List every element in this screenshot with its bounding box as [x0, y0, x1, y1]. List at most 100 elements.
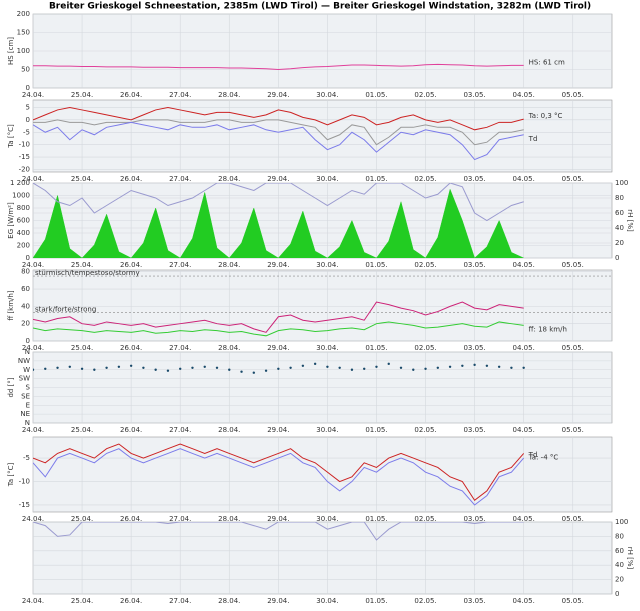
series-dot: [510, 366, 513, 369]
series-dot: [313, 362, 317, 366]
x-tick-label: 02.05.: [414, 344, 436, 352]
x-tick-label: 03.05.: [463, 261, 485, 269]
series-dot: [215, 366, 219, 369]
y2-tick-label: 20: [615, 239, 624, 247]
series-group: [33, 443, 525, 506]
series-dot: [424, 367, 427, 370]
x-tick-label: 26.04.: [120, 91, 142, 99]
series-area: [33, 188, 524, 258]
y-axis-label: Ta [°C]: [7, 124, 15, 149]
x-tick-label: 25.04.: [71, 426, 93, 434]
series-line: [33, 121, 524, 161]
x-tick-label: 27.04.: [169, 344, 191, 352]
y-tick-label: 0: [26, 116, 30, 124]
x-tick-label: 03.05.: [463, 515, 485, 523]
series-label: Td: [528, 451, 538, 459]
threshold-label: stark/forte/strong: [35, 305, 96, 313]
y2-axis-label: rH [%]: [626, 547, 634, 570]
x-tick-label: 29.04.: [267, 597, 289, 605]
series-dot: [473, 363, 476, 367]
y-axis-label: dd [°]: [7, 377, 15, 397]
series-line: [33, 63, 524, 71]
series-dot: [264, 369, 268, 372]
x-tick-label: 01.05.: [365, 91, 387, 99]
series-line: [33, 321, 524, 337]
series-dot: [80, 367, 84, 370]
plot-area: [32, 269, 613, 342]
y-tick-label: 40: [21, 302, 30, 310]
series-dot: [412, 368, 415, 371]
x-tick-label: 30.04.: [316, 597, 338, 605]
x-tick-label: 26.04.: [120, 597, 142, 605]
series-dot: [326, 365, 329, 368]
x-tick-label: 01.05.: [365, 261, 387, 269]
x-tick-label: 01.05.: [365, 344, 387, 352]
y-tick-label: 60: [21, 285, 30, 293]
x-tick-label: 26.04.: [120, 261, 142, 269]
x-tick-label: 30.04.: [316, 426, 338, 434]
x-tick-label: 02.05.: [414, 175, 436, 183]
x-tick-label: 29.04.: [267, 91, 289, 99]
x-tick-label: 30.04.: [316, 515, 338, 523]
series-dot: [301, 364, 305, 368]
x-tick-label: 28.04.: [218, 515, 240, 523]
x-tick-label: 25.04.: [71, 597, 93, 605]
x-tick-label: 03.05.: [463, 91, 485, 99]
y-tick-label: 600: [17, 217, 30, 225]
x-tick-label: 01.05.: [365, 515, 387, 523]
series-dot: [399, 366, 403, 369]
x-tick-label: 27.04.: [169, 261, 191, 269]
y-tick-label: -10: [19, 141, 30, 149]
series-dot: [289, 366, 292, 369]
x-tick-label: 01.05.: [365, 597, 387, 605]
series-line: [33, 443, 525, 502]
series-dot: [117, 365, 121, 368]
x-tick-label: 25.04.: [71, 344, 93, 352]
y2-tick-label: 0: [615, 254, 619, 262]
series-dot: [191, 366, 194, 369]
x-tick-label: 02.05.: [414, 261, 436, 269]
series-dot: [461, 364, 464, 368]
x-tick-label: 26.04.: [120, 344, 142, 352]
x-tick-label: 26.04.: [120, 175, 142, 183]
y2-tick-label: 60: [615, 209, 624, 217]
series-label: HS: 61 cm: [529, 58, 565, 66]
x-tick-label: 25.04.: [71, 175, 93, 183]
x-tick-label: 27.04.: [169, 515, 191, 523]
y-tick-label: 0: [26, 254, 30, 262]
series-dot: [448, 365, 452, 368]
y2-tick-label: 40: [615, 224, 624, 232]
series-dot: [375, 365, 378, 368]
series-dot: [129, 364, 133, 368]
y-tick-label: N: [25, 419, 30, 427]
x-tick-label: 28.04.: [218, 175, 240, 183]
y-tick-label: 1 200: [10, 179, 30, 187]
series-line: [33, 448, 525, 506]
y-tick-label: 200: [17, 242, 30, 250]
x-tick-label: 03.05.: [463, 175, 485, 183]
series-group: [33, 183, 524, 258]
series-group: [33, 63, 524, 71]
series-line: [33, 106, 524, 131]
y-tick-label: -15: [19, 153, 30, 161]
y-tick-label: -10: [19, 478, 30, 486]
y2-tick-label: 40: [615, 561, 624, 569]
x-tick-label: 02.05.: [414, 597, 436, 605]
x-tick-label: 24.04.: [22, 261, 44, 269]
y2-tick-label: 100: [615, 179, 628, 187]
y-tick-label: 800: [17, 204, 30, 212]
x-tick-label: 02.05.: [414, 91, 436, 99]
x-tick-label: 02.05.: [414, 515, 436, 523]
x-tick-label: 04.05.: [513, 344, 535, 352]
y2-axis-label: rH [%]: [626, 209, 634, 232]
y-tick-label: E: [26, 401, 30, 409]
x-tick-label: 24.04.: [22, 426, 44, 434]
series-dot: [33, 368, 35, 371]
x-tick-label: 24.04.: [22, 344, 44, 352]
x-tick-label: 05.05.: [562, 515, 584, 523]
y-axis-label: ff [km/h]: [7, 290, 15, 320]
y2-tick-label: 60: [615, 547, 624, 555]
x-tick-label: 28.04.: [218, 426, 240, 434]
x-tick-label: 28.04.: [218, 344, 240, 352]
